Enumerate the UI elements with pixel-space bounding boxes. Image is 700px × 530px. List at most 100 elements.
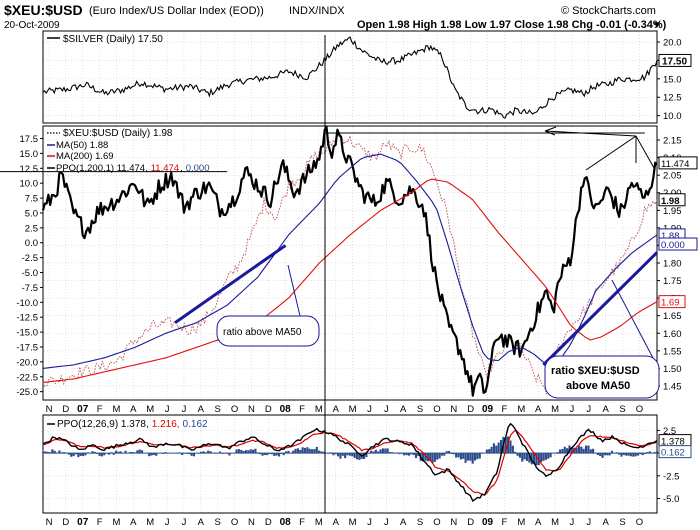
ppo-histogram-bar — [200, 451, 203, 454]
x-tick-label: N — [46, 517, 53, 528]
ppo-histogram-bar — [277, 453, 281, 457]
ppo-histogram-bar — [398, 453, 401, 455]
header-exchange: INDX/INDX — [289, 5, 345, 17]
ppo-histogram-bar — [379, 449, 382, 454]
ppo-histogram-bar — [311, 449, 314, 454]
ppo-histogram-bar — [443, 453, 446, 456]
ppo-histogram-bar — [235, 449, 238, 454]
ppo-histogram-bar — [322, 451, 325, 454]
main-left-tick-label: -17.5 — [16, 342, 38, 353]
silver-plot — [42, 36, 658, 119]
ppo-histogram-bar — [251, 449, 255, 454]
x-tick-label: J — [586, 517, 591, 528]
ppo-histogram-bar — [313, 449, 316, 454]
ppo-histogram-bar — [119, 451, 122, 454]
x-tick-label: N — [450, 517, 457, 528]
ppo-histogram-bar — [473, 453, 477, 461]
ppo-histogram-bar — [308, 448, 311, 454]
ppo-histogram-bar — [629, 453, 632, 457]
main-left-tick-label: 17.5 — [20, 134, 39, 145]
annotation-pointer-1 — [287, 264, 301, 317]
series-ma-200- — [42, 178, 658, 383]
silver-title: $SILVER (Daily) 17.50 — [63, 34, 163, 45]
x-tick-label: A — [400, 404, 407, 415]
ppo-histogram-bar — [266, 453, 269, 456]
ppo-histogram-bar — [582, 448, 585, 454]
ppo-histogram-bar — [556, 452, 559, 454]
silver-last-label: 17.50 — [662, 56, 687, 67]
main-left-tick-label: -20.0 — [16, 357, 38, 368]
ppo-histogram-bar — [346, 453, 349, 456]
ppo-histogram-bar — [384, 448, 387, 454]
ppo-histogram-bar — [282, 453, 285, 456]
ppo-histogram-bar — [148, 453, 151, 457]
series-ppo-1-200-1- — [41, 125, 658, 397]
main-badge-label: 0.000 — [661, 240, 685, 251]
x-tick-label: S — [619, 517, 625, 528]
ppo-title: PPO(12,26,9) 1.378, 1.216, 0.162 — [57, 419, 208, 430]
x-tick-label: F — [299, 404, 305, 415]
ppo-histogram-bar — [570, 447, 573, 454]
x-tick-label: J — [367, 404, 372, 415]
x-tick-label: M — [113, 404, 121, 415]
ppo-histogram-bar — [228, 453, 231, 456]
annotation-box-1 — [216, 315, 320, 347]
ppo-histogram-bar — [348, 453, 351, 456]
ppo-histogram-bar — [422, 453, 425, 462]
ppo-histogram-bar — [46, 451, 49, 454]
silver-y-tick-label: 10.0 — [663, 111, 682, 122]
ppo-legend: PPO(12,26,9) 1.378, 1.216, 0.162 — [47, 419, 208, 430]
header-chg-arrow: ▼ — [652, 20, 662, 31]
ppo-histogram-bar — [202, 451, 205, 454]
ppo-title-hist: 0.162 — [183, 419, 208, 430]
x-tick-label: S — [619, 404, 625, 415]
ppo-histogram-bar — [192, 453, 196, 457]
ppo-histogram-bar — [558, 449, 562, 454]
x-tick-label: 08 — [280, 517, 292, 528]
ppo-histogram-bar — [136, 450, 139, 454]
main-left-tick-label: 5.0 — [25, 208, 38, 219]
main-badge — [658, 237, 698, 251]
ppo-histogram-bar — [490, 446, 493, 454]
ppo-histogram-bar — [509, 440, 512, 454]
x-tick-label: J — [570, 517, 575, 528]
silver-price-line — [42, 36, 658, 119]
x-tick-label: M — [349, 517, 357, 528]
ppo-histogram-bar — [259, 453, 262, 455]
ppo-histogram-bar — [287, 450, 290, 454]
x-tick-label: F — [502, 517, 508, 528]
ppo-histogram-bar — [247, 450, 250, 454]
ppo-histogram-bar — [528, 453, 531, 463]
x-tick-label: A — [130, 517, 137, 528]
ppo-histogram-bar — [587, 445, 590, 454]
main-right-tick-label: 2.05 — [663, 171, 682, 182]
ppo-histogram-bar — [77, 453, 80, 458]
x-tick-label: A — [602, 517, 609, 528]
ppo-histogram-bar — [478, 453, 481, 459]
annotation-text-2b: above MA50 — [566, 380, 630, 392]
ppo-y-tick-label: -5.0 — [663, 494, 679, 505]
main-badge-label: 11.474 — [661, 159, 689, 170]
ppo-histogram-bar — [566, 448, 569, 454]
ppo-histogram-bar — [646, 452, 649, 454]
ppo-histogram-bar — [547, 453, 550, 459]
ppo-line — [42, 422, 658, 503]
ppo-histogram-bar — [141, 450, 144, 454]
x-tick-label: D — [265, 404, 272, 415]
ppo-histogram-bar — [521, 453, 524, 462]
x-tick-label: N — [450, 404, 457, 415]
x-tick-label: D — [62, 404, 69, 415]
x-tick-label: F — [97, 517, 103, 528]
ppo-histogram-bar — [466, 453, 470, 461]
main-right-tick-label: 1.75 — [663, 276, 682, 287]
ppo-histogram-bar — [514, 451, 517, 454]
ppo-histogram-bar — [374, 449, 377, 454]
x-tick-label: O — [433, 517, 440, 528]
ppo-histogram-bar — [603, 453, 606, 456]
main-left-tick-label: -7.5 — [22, 283, 38, 294]
ppo-histogram-bar — [70, 453, 73, 457]
x-tick-label: D — [265, 517, 272, 528]
trendline-1 — [542, 251, 659, 366]
main-right-tick-label: 1.65 — [663, 311, 682, 322]
